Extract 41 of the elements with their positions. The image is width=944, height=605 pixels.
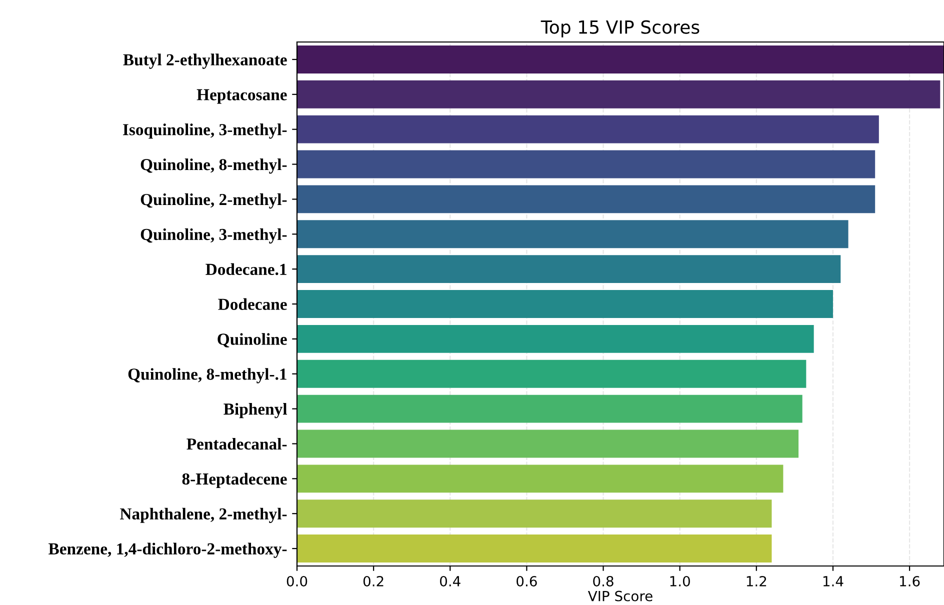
bar <box>297 394 802 423</box>
x-axis-title: VIP Score <box>588 590 652 602</box>
y-tick-label: 8-Heptadecene <box>182 472 287 488</box>
y-tick-label: Biphenyl <box>224 403 287 418</box>
bar <box>297 115 879 144</box>
y-tick-label: Quinoline <box>218 333 287 348</box>
y-tick-label: Quinoline, 2-methyl- <box>140 193 287 209</box>
x-tick-label: 0.6 <box>516 576 537 586</box>
x-tick-label: 1.2 <box>746 576 766 586</box>
y-tick-label: Dodecane <box>218 298 287 310</box>
bar <box>297 500 772 528</box>
bar <box>297 290 833 318</box>
y-tick-label: Isoquinoline, 3-methyl- <box>123 124 287 139</box>
x-tick-label: 0.8 <box>593 576 614 586</box>
bar <box>297 360 806 388</box>
y-tick-label: Benzene, 1,4-dichloro-2-methoxy- <box>48 542 287 558</box>
x-tick-label: 1.4 <box>823 576 844 586</box>
x-tick-label: 1.6 <box>900 576 920 586</box>
x-tick-label: 1.0 <box>670 576 690 586</box>
bar <box>297 220 848 248</box>
y-tick-label: Quinoline, 3-methyl- <box>140 228 287 244</box>
x-tick-label: 0.0 <box>286 576 308 586</box>
bar <box>297 534 772 563</box>
y-tick-label: Heptacosane <box>196 89 287 104</box>
y-tick-label: Quinoline, 8-methyl-.1 <box>128 368 286 384</box>
bar <box>297 430 799 458</box>
bar <box>297 255 841 284</box>
y-tick-label: Naphthalene, 2-methyl- <box>120 508 287 523</box>
bar <box>297 45 944 74</box>
bar <box>297 150 876 178</box>
bar <box>297 464 784 493</box>
bar <box>297 324 814 353</box>
bar <box>297 80 940 108</box>
x-tick-label: 0.2 <box>363 576 384 586</box>
y-tick-label: Butyl 2-ethylhexanoate <box>123 54 287 69</box>
chart-title: Top 15 VIP Scores <box>540 20 700 38</box>
bar <box>297 185 876 214</box>
y-tick-label: Pentadecanal- <box>186 438 287 450</box>
y-tick-label: Dodecane.1 <box>206 263 286 276</box>
x-tick-label: 0.4 <box>440 576 460 586</box>
y-tick-label: Quinoline, 8-methyl- <box>140 158 287 174</box>
